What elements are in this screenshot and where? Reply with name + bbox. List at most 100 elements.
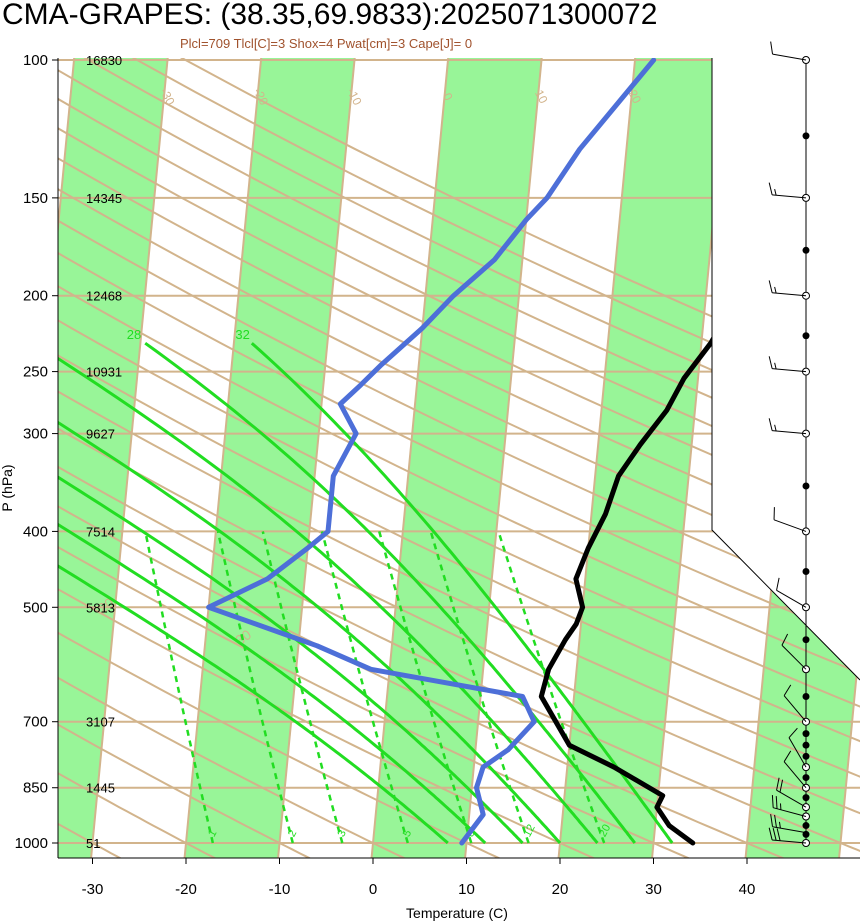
y-axis-label: P (hPa) (0, 464, 15, 511)
pressure-tick-label: 700 (23, 714, 48, 731)
mixing-ratio-label: 5 (401, 828, 414, 839)
temperature-tick-label: -10 (269, 881, 291, 898)
wind-barb (776, 777, 807, 808)
plot-frame (57, 58, 860, 859)
isotherm-label: 10 (532, 87, 551, 106)
wind-barb-flag (772, 827, 777, 841)
wind-barb-flag (770, 814, 774, 827)
dewpoint-line (206, 58, 657, 846)
wind-barb (768, 356, 807, 373)
wind-barb-flag (775, 796, 778, 809)
x-axis-label: Temperature (C) (406, 905, 508, 921)
wind-barb-half-flag (774, 188, 777, 196)
temperature-tick-label: 20 (552, 881, 569, 898)
height-label: 9627 (86, 427, 115, 442)
pressure-tick-label: 400 (23, 523, 48, 540)
wind-barb-shaft (772, 292, 807, 297)
dry-adiabat-line (58, 58, 598, 858)
wind-barb-shaft (773, 807, 807, 817)
mixing-ratio-line (144, 531, 215, 844)
isotherm-band (745, 58, 860, 858)
moist-adiabat-label: 32 (235, 327, 249, 342)
isotherm-line (557, 58, 644, 858)
temperature-tick-label: 30 (645, 881, 662, 898)
wind-barb (783, 684, 807, 723)
wind-barb-flag (783, 750, 792, 762)
height-label: 7514 (86, 524, 115, 539)
wind-level-marker (802, 246, 810, 254)
height-label: 12468 (86, 289, 122, 304)
mixing-ratio-line (320, 531, 409, 844)
wind-barb (781, 633, 807, 670)
wind-barb-shaft (772, 368, 807, 373)
moist-adiabat-line (58, 341, 599, 844)
wind-barb-flag (776, 777, 780, 791)
dry-adiabat-line (58, 58, 860, 858)
plot-edge (711, 58, 860, 681)
wind-level-marker (802, 567, 810, 575)
wind-barb (771, 795, 807, 817)
chart-subtitle: Plcl=709 Tlcl[C]=3 Shox=4 Pwat[cm]=3 Cap… (180, 36, 473, 51)
wind-barb-flag (770, 41, 774, 55)
wind-barb-shaft (772, 826, 807, 834)
pressure-tick-label: 850 (23, 780, 48, 797)
wind-level-marker (802, 693, 810, 701)
pressure-tick-label: 250 (23, 364, 48, 381)
wind-barb (776, 577, 807, 608)
wind-barb-flag (776, 828, 781, 841)
wind-barb (768, 280, 807, 297)
moist-adiabat-line (58, 341, 487, 845)
wind-barb-shaft (783, 761, 807, 789)
dry-adiabat-line (58, 58, 860, 858)
pressure-tick-label: 150 (23, 190, 48, 207)
wind-barb (768, 827, 807, 844)
height-label: 16830 (86, 53, 122, 68)
wind-level-marker (802, 730, 810, 738)
isotherm-line (837, 58, 860, 858)
isotherm-line (58, 58, 83, 858)
pressure-tick-label: 500 (23, 599, 48, 616)
mixing-ratio-label: 20 (597, 823, 613, 839)
mixing-ratio-line (497, 531, 606, 844)
pressure-tick-label: 1000 (15, 835, 48, 852)
moist-adiabat-line (58, 341, 449, 845)
dry-adiabat-line (58, 58, 860, 858)
wind-barb (768, 418, 807, 435)
wind-profile (768, 41, 810, 847)
isotherm-bands (58, 58, 860, 858)
mixing-ratio-label: 1 (206, 828, 219, 839)
dry-adiabat-line (58, 58, 408, 858)
wind-level-marker (802, 822, 810, 830)
wind-level-marker (802, 482, 810, 490)
wind-level-marker (802, 132, 810, 140)
dry-adiabat-line (58, 58, 860, 858)
wind-barb-shaft (783, 695, 807, 723)
height-label: 10931 (86, 365, 122, 380)
temperature-tick-label: -20 (175, 881, 197, 898)
dry-adiabat-line (58, 58, 860, 858)
moist-adiabat-line (58, 341, 562, 844)
height-label: 3107 (86, 715, 115, 730)
wind-barb-flag (779, 779, 784, 793)
wind-barb-flag (768, 182, 773, 196)
dry-adiabat-line (58, 58, 860, 858)
wind-barb (770, 814, 807, 834)
wind-barb-shaft (776, 589, 807, 608)
wind-barb-shaft (788, 737, 807, 768)
mixing-ratio-line (261, 531, 344, 844)
isotherm-line (183, 58, 270, 858)
mixing-ratio-line (429, 531, 530, 844)
wind-barb-shaft (772, 839, 807, 844)
wind-barb-half-flag (774, 362, 777, 370)
wind-level-marker (802, 774, 810, 782)
wind-barb-flag (768, 418, 773, 431)
mixing-ratio-line (216, 531, 295, 844)
wind-barb-flag (768, 356, 773, 369)
wind-barb-half-flag (774, 424, 777, 432)
height-label: 14345 (86, 191, 122, 206)
wind-barb-flag (771, 795, 774, 808)
dry-adiabat-line (58, 58, 860, 858)
dry-adiabat-line (58, 58, 219, 858)
moist-adiabat-label: 28 (127, 327, 141, 342)
